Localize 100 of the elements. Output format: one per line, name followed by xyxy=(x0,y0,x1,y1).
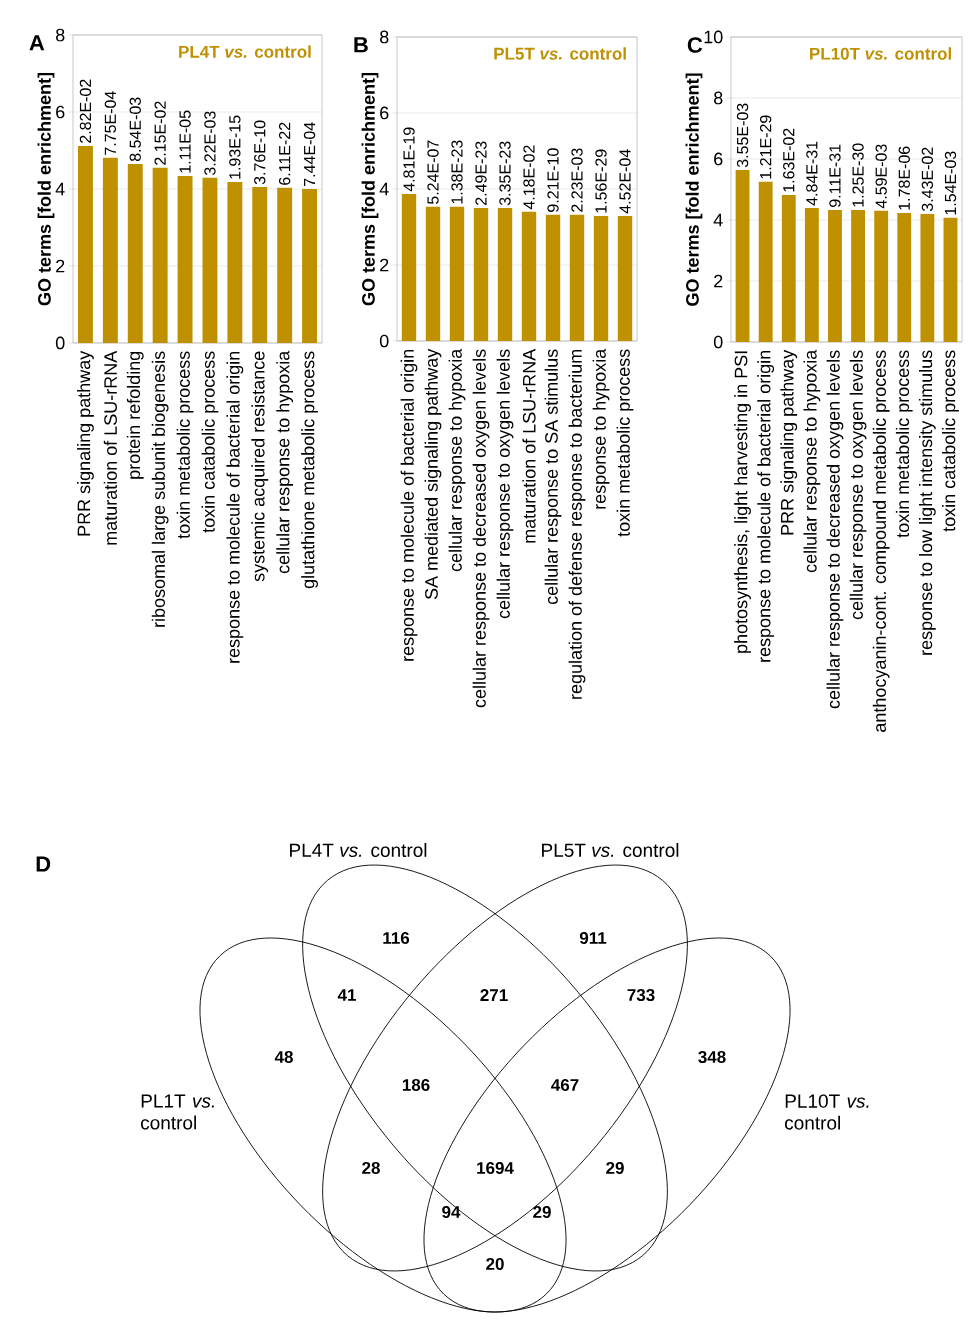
x-tick-label: cellular response to hypoxia xyxy=(276,350,294,574)
y-tick-label: 2 xyxy=(56,259,65,273)
annotation: 3.55E-03 xyxy=(736,103,749,168)
x-tick-label: ribosomal large subunit biogenesis xyxy=(151,351,169,627)
x-tick-label: response to molecule of bacterial origin xyxy=(757,350,775,662)
bar xyxy=(804,208,819,342)
x-tick-label: SA mediated signaling pathway xyxy=(424,348,442,600)
annotation: 2.15E-02 xyxy=(154,101,166,165)
x-tick-label: toxin catabolic process xyxy=(942,350,959,532)
bar xyxy=(425,206,441,341)
text: PL4T vs. control xyxy=(179,45,311,58)
annotation: 7.75E-04 xyxy=(104,91,117,155)
bar xyxy=(920,213,935,342)
text: 186 xyxy=(402,1078,430,1092)
y-tick-label: 4 xyxy=(713,213,723,227)
annotation: 3.43E-02 xyxy=(921,147,934,212)
x-tick-label: response to molecule of bacterial origin xyxy=(226,351,244,663)
y-tick-label: 0 xyxy=(713,335,723,349)
y-tick-label: 10 xyxy=(704,30,723,44)
text: PL4T vs. control xyxy=(290,843,427,857)
annotation: 3.76E-10 xyxy=(254,120,266,185)
annotation: 1.38E-23 xyxy=(451,140,463,204)
bar xyxy=(473,207,489,341)
y-tick-label: 4 xyxy=(379,182,389,196)
text: 29 xyxy=(606,1161,624,1175)
text: 48 xyxy=(274,1050,293,1064)
y-tick-label: 0 xyxy=(55,336,65,350)
x-tick-label: glutathione metabolic process xyxy=(301,351,318,589)
annotation: 3.22E-03 xyxy=(204,111,216,176)
y-tick-label: 4 xyxy=(55,182,65,196)
x-tick-label: response to hypoxia xyxy=(592,348,610,509)
annotation: 1.25E-30 xyxy=(852,143,864,207)
text: 911 xyxy=(579,931,607,945)
text: 348 xyxy=(698,1050,726,1064)
text: 467 xyxy=(551,1078,579,1092)
x-tick-label: cellular response to oxygen levels xyxy=(496,349,514,619)
text: PL10T vs. control xyxy=(785,1094,869,1130)
annotation: 7.44E-04 xyxy=(303,122,316,186)
x-tick-label: regulation of defense response to bacterium xyxy=(568,350,586,699)
x-tick-label: cellular response to SA stimulus xyxy=(544,349,562,605)
annotation: 4.18E-02 xyxy=(523,145,535,210)
bar xyxy=(401,193,417,341)
text: 29 xyxy=(533,1205,551,1219)
y-axis-title: GO terms [fold enrichment] xyxy=(685,73,703,306)
annotation: 1.11E-05 xyxy=(179,110,191,173)
y-tick-label: 8 xyxy=(714,91,723,105)
x-tick-label: photosynthesis, light harvesting in PSI xyxy=(734,351,751,653)
y-tick-label: 6 xyxy=(714,152,723,166)
text: B xyxy=(354,37,368,53)
bar xyxy=(497,207,513,341)
x-tick-label: toxin metabolic process xyxy=(895,350,913,538)
x-tick-label: PRR signaling pathway xyxy=(780,349,798,535)
text: 20 xyxy=(486,1257,504,1271)
bar xyxy=(735,169,750,342)
bar xyxy=(828,209,842,342)
bar xyxy=(851,209,865,342)
bar xyxy=(521,211,537,341)
text: PL10T vs. control xyxy=(810,47,952,60)
annotation: 4.84E-31 xyxy=(806,141,818,206)
x-tick-label: cellular response to decreased oxygen levels xyxy=(472,349,490,708)
x-tick-label: response to low light intensity stimulus xyxy=(918,350,936,655)
bar xyxy=(449,206,465,341)
bar xyxy=(569,214,585,341)
annotation: 1.78E-06 xyxy=(898,146,910,210)
annotation: 1.54E-03 xyxy=(944,151,957,215)
text: A xyxy=(29,35,45,51)
annotation: 9.21E-10 xyxy=(547,148,559,212)
y-tick-label: 2 xyxy=(380,258,389,272)
text: 41 xyxy=(337,989,356,1001)
text: 94 xyxy=(442,1205,461,1219)
x-tick-label: response to molecule of bacterial origin xyxy=(400,349,418,661)
x-tick-label: toxin metabolic process xyxy=(616,349,634,537)
annotation: 5.24E-07 xyxy=(427,140,439,205)
x-tick-label: maturation of LSU-rRNA xyxy=(522,348,536,543)
bar xyxy=(874,210,889,342)
text: PL1T vs. control xyxy=(141,1094,214,1130)
text: D xyxy=(36,856,51,872)
annotation: 4.52E-04 xyxy=(619,149,631,214)
x-tick-label: systemic acquired resistance xyxy=(251,351,269,582)
y-tick-label: 6 xyxy=(380,106,389,120)
text: C xyxy=(687,37,703,53)
y-tick-label: 0 xyxy=(379,334,389,348)
text: 1694 xyxy=(477,1161,514,1175)
bar xyxy=(545,214,561,341)
y-tick-label: 2 xyxy=(714,274,723,288)
annotation: 3.35E-23 xyxy=(499,141,511,206)
x-tick-label: PRR signaling pathway xyxy=(77,350,94,536)
annotation: 2.49E-23 xyxy=(475,141,487,205)
text: 28 xyxy=(362,1161,380,1175)
x-tick-label: cellular response to hypoxia xyxy=(803,349,821,573)
x-tick-label: anthocyanin-cont. compound metabolic process xyxy=(872,350,890,732)
annotation: 1.21E-29 xyxy=(760,115,772,179)
bar xyxy=(593,215,609,341)
x-tick-label: cellular response to hypoxia xyxy=(448,348,466,572)
text: PL5T vs. control xyxy=(542,843,679,857)
annotation: 2.82E-02 xyxy=(79,79,92,143)
bar xyxy=(781,194,796,342)
y-tick-label: 6 xyxy=(56,105,65,119)
annotation: 8.54E-03 xyxy=(129,97,141,162)
text: 116 xyxy=(383,931,410,945)
